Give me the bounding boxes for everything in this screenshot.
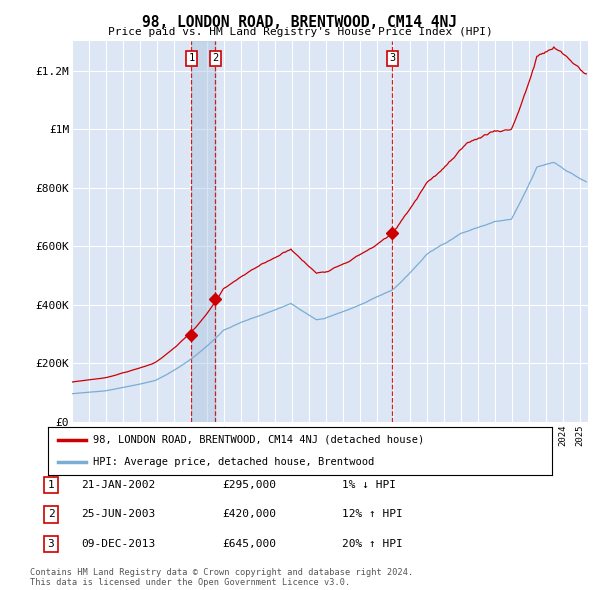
Text: Contains HM Land Registry data © Crown copyright and database right 2024.
This d: Contains HM Land Registry data © Crown c… <box>30 568 413 587</box>
Text: 3: 3 <box>389 54 395 63</box>
Bar <box>191 41 215 422</box>
Text: Price paid vs. HM Land Registry's House Price Index (HPI): Price paid vs. HM Land Registry's House … <box>107 27 493 37</box>
Text: 1: 1 <box>188 54 194 63</box>
Text: 20% ↑ HPI: 20% ↑ HPI <box>342 539 403 549</box>
Text: 12% ↑ HPI: 12% ↑ HPI <box>342 510 403 519</box>
Text: 21-JAN-2002: 21-JAN-2002 <box>81 480 155 490</box>
Text: £645,000: £645,000 <box>222 539 276 549</box>
Text: 25-JUN-2003: 25-JUN-2003 <box>81 510 155 519</box>
Text: 3: 3 <box>47 539 55 549</box>
Text: 1% ↓ HPI: 1% ↓ HPI <box>342 480 396 490</box>
Text: 09-DEC-2013: 09-DEC-2013 <box>81 539 155 549</box>
Text: 1: 1 <box>47 480 55 490</box>
Text: 2: 2 <box>47 510 55 519</box>
Text: £295,000: £295,000 <box>222 480 276 490</box>
Text: £420,000: £420,000 <box>222 510 276 519</box>
Text: 98, LONDON ROAD, BRENTWOOD, CM14 4NJ: 98, LONDON ROAD, BRENTWOOD, CM14 4NJ <box>143 15 458 30</box>
Text: HPI: Average price, detached house, Brentwood: HPI: Average price, detached house, Bren… <box>94 457 374 467</box>
Text: 2: 2 <box>212 54 218 63</box>
Text: 98, LONDON ROAD, BRENTWOOD, CM14 4NJ (detached house): 98, LONDON ROAD, BRENTWOOD, CM14 4NJ (de… <box>94 435 425 445</box>
